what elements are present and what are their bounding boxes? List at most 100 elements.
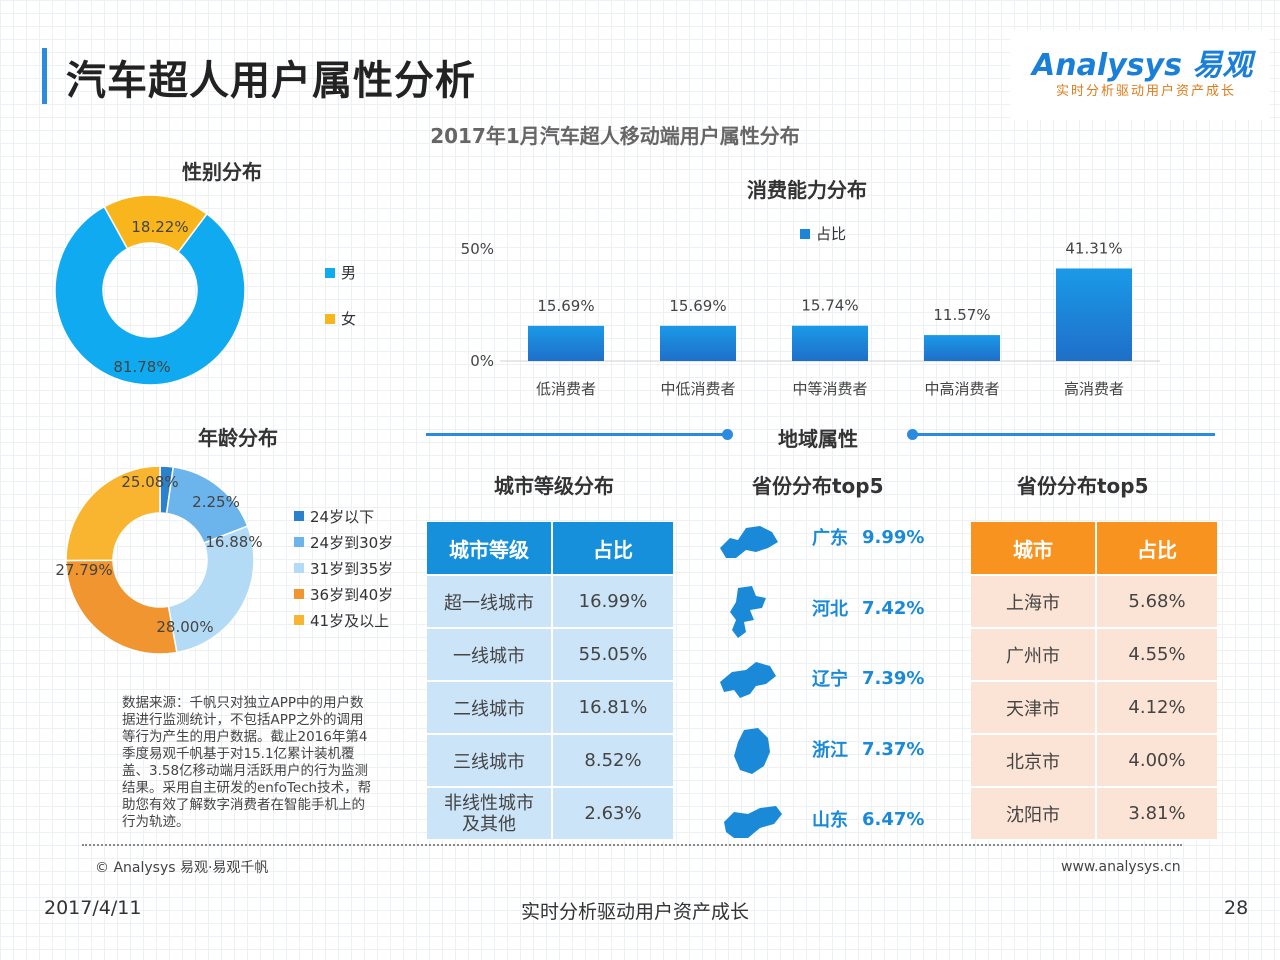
- gender-legend-female: 女: [325, 308, 356, 329]
- x-tick-label: 中高消费者: [924, 380, 999, 398]
- slice-label: 28.00%: [156, 618, 213, 636]
- website-link[interactable]: www.analysys.cn: [1061, 859, 1181, 875]
- province-name: 广东: [812, 528, 848, 549]
- province-row: 河北 7.42%: [812, 595, 924, 621]
- bar-value-label: 15.69%: [537, 297, 594, 315]
- legend-label: 男: [341, 264, 357, 282]
- table-header-row: 城市等级 占比: [427, 522, 673, 575]
- copyright-text: © Analysys 易观·易观千帆: [95, 860, 269, 876]
- city-top5-table: 城市 占比 上海市 5.68% 广州市 4.55% 天津市 4.12% 北京市 4.00…: [971, 522, 1217, 841]
- region-divider-dot: [907, 429, 918, 440]
- table-row: 一线城市 55.05%: [427, 627, 673, 682]
- age-legend-item: 41岁及以上: [294, 607, 393, 633]
- legend-label: 36岁到40岁: [310, 585, 394, 604]
- table-cell: 三线城市: [427, 733, 552, 788]
- column-header: 占比: [1095, 522, 1217, 575]
- table-row: 非线性城市 及其他 2.63%: [427, 786, 673, 841]
- table-row: 沈阳市 3.81%: [971, 786, 1217, 841]
- gender-legend-male: 男: [325, 262, 356, 283]
- table-row: 广州市 4.55%: [971, 627, 1217, 682]
- table-cell: 天津市: [971, 680, 1096, 735]
- table-cell: 沈阳市: [971, 786, 1096, 841]
- table-row: 二线城市 16.81%: [427, 680, 673, 735]
- logo-box: [1010, 30, 1270, 120]
- slice-label: 27.79%: [55, 561, 112, 579]
- province-top5-title: 省份分布top5: [752, 474, 884, 498]
- province-row: 山东 6.47%: [812, 806, 924, 832]
- legend-swatch: [294, 537, 304, 547]
- region-divider-dot: [722, 429, 733, 440]
- table-cell: 3.81%: [1095, 786, 1217, 841]
- slice-label: 18.22%: [131, 218, 188, 236]
- age-donut-chart: 2.25% 16.88% 28.00% 27.79% 25.08%: [55, 465, 263, 655]
- bar-value-label: 11.57%: [933, 306, 990, 324]
- table-cell: 超一线城市: [427, 574, 552, 629]
- table-header-row: 城市 占比: [971, 522, 1217, 575]
- table-row: 三线城市 8.52%: [427, 733, 673, 788]
- x-tick-label: 中低消费者: [660, 380, 735, 398]
- table-row: 上海市 5.68%: [971, 574, 1217, 629]
- page-title: 汽车超人用户属性分析: [66, 58, 476, 104]
- donut-slice: [167, 525, 255, 654]
- table-row: 北京市 4.00%: [971, 733, 1217, 788]
- province-value: 9.99%: [862, 526, 925, 548]
- slice-label: 81.78%: [113, 358, 170, 376]
- bar: [660, 325, 736, 361]
- legend-label: 占比: [816, 225, 847, 243]
- region-divider-right: [913, 433, 1215, 436]
- age-legend-item: 31岁到35岁: [294, 555, 393, 581]
- legend-swatch: [800, 228, 810, 239]
- table-cell: 北京市: [971, 733, 1096, 788]
- province-name: 辽宁: [812, 669, 848, 690]
- x-tick-label: 低消费者: [536, 380, 596, 398]
- legend-swatch: [294, 615, 304, 625]
- bar: [792, 325, 868, 361]
- table-cell: 一线城市: [427, 627, 552, 682]
- donut-slice: [54, 205, 246, 386]
- province-value: 7.42%: [862, 597, 925, 619]
- table-cell: 上海市: [971, 574, 1096, 629]
- province-row: 辽宁 7.39%: [812, 665, 924, 691]
- table-cell: 4.12%: [1095, 680, 1217, 735]
- legend-swatch: [325, 267, 335, 278]
- city-tier-table: 城市等级 占比 超一线城市 16.99% 一线城市 55.05% 二线城市 16.81…: [427, 522, 673, 841]
- donut-slice: [65, 465, 161, 562]
- bar-value-label: 15.69%: [669, 297, 726, 315]
- slice-label: 25.08%: [121, 473, 178, 491]
- legend-swatch: [325, 313, 335, 324]
- province-name: 浙江: [812, 740, 848, 761]
- title-accent-bar: [42, 48, 47, 104]
- x-tick-label: 高消费者: [1064, 380, 1124, 398]
- guangdong-map-icon: [720, 526, 778, 558]
- column-header: 城市等级: [427, 522, 552, 575]
- table-cell: 非线性城市 及其他: [427, 786, 552, 841]
- age-legend: 24岁以下 24岁到30岁 31岁到35岁 36岁到40岁 41岁及以上: [294, 503, 393, 633]
- table-row: 超一线城市 16.99%: [427, 574, 673, 629]
- province-value: 7.37%: [862, 738, 925, 760]
- table-cell: 二线城市: [427, 680, 552, 735]
- y-tick-label: 50%: [461, 240, 494, 258]
- gender-title: 性别分布: [182, 160, 262, 184]
- legend-swatch: [294, 511, 304, 521]
- table-cell: 16.99%: [551, 574, 673, 629]
- table-cell: 4.55%: [1095, 627, 1217, 682]
- table-cell: 16.81%: [551, 680, 673, 735]
- legend-label: 24岁到30岁: [310, 533, 394, 552]
- table-cell: 广州市: [971, 627, 1096, 682]
- zhejiang-map-icon: [734, 728, 770, 774]
- table-cell: 5.68%: [1095, 574, 1217, 629]
- consumption-legend: 占比: [800, 223, 846, 244]
- legend-label: 31岁到35岁: [310, 559, 394, 578]
- column-header: 城市: [971, 522, 1096, 575]
- gender-donut-chart: 81.78% 18.22%: [54, 194, 246, 386]
- age-title: 年龄分布: [198, 426, 278, 450]
- legend-label: 女: [341, 310, 357, 328]
- report-date: 2017/4/11: [44, 897, 142, 919]
- footer-divider: [82, 844, 1182, 846]
- province-name: 山东: [812, 810, 848, 831]
- bar-value-label: 41.31%: [1065, 239, 1122, 257]
- x-tick-label: 中等消费者: [792, 380, 867, 398]
- consumption-title: 消费能力分布: [747, 178, 867, 202]
- city-top5-title: 省份分布top5: [1017, 474, 1149, 498]
- slice-label: 16.88%: [205, 533, 262, 551]
